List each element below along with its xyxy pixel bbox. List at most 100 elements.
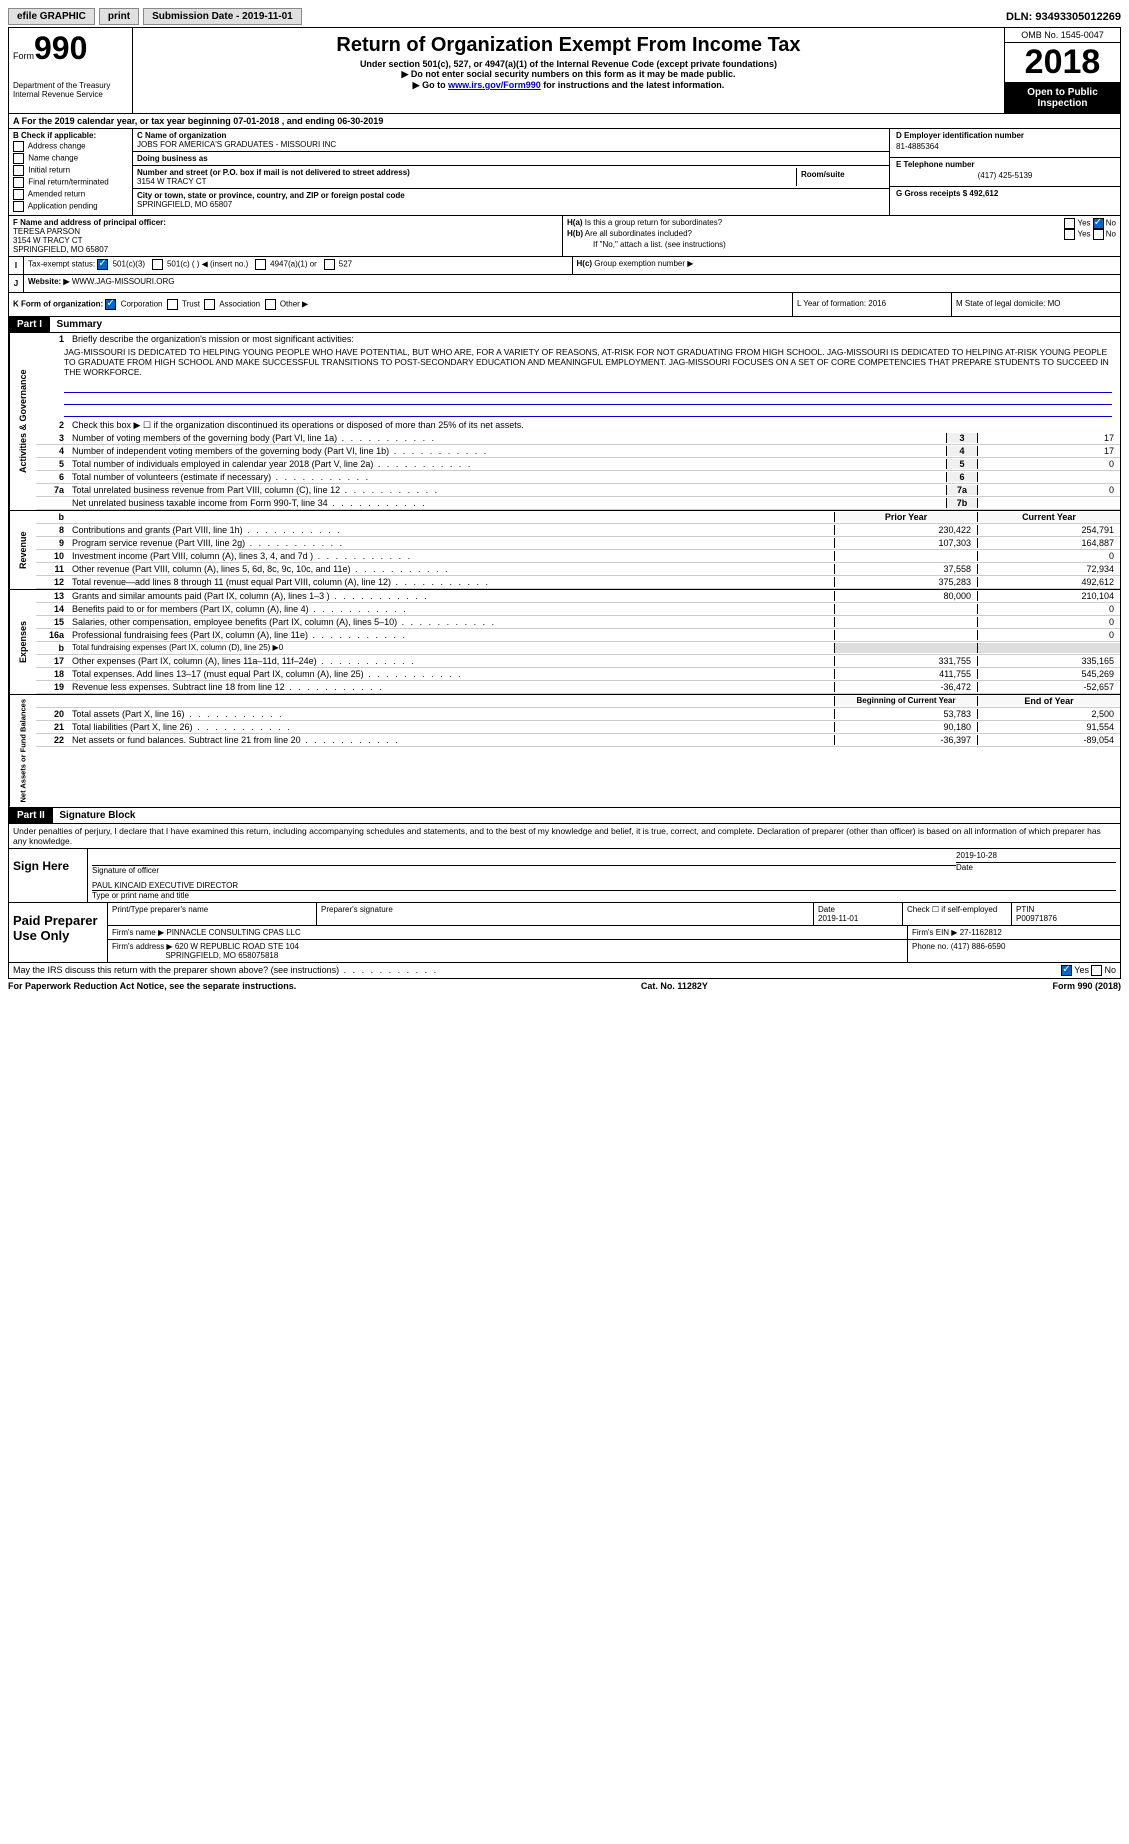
cb-trust[interactable]: [167, 299, 178, 310]
form-center: Return of Organization Exempt From Incom…: [133, 28, 1004, 113]
prior-val: 411,755: [834, 669, 977, 679]
current-year-header: Current Year: [977, 512, 1120, 522]
line-num: 8: [36, 525, 68, 535]
prior-val: -36,472: [834, 682, 977, 692]
cb-label: Name change: [28, 154, 78, 163]
line-text: Net unrelated business taxable income fr…: [68, 498, 946, 508]
ein-value: 81-4885364: [896, 142, 1114, 151]
begin-year-header: Beginning of Current Year: [834, 696, 977, 706]
col-deg: D Employer identification number 81-4885…: [889, 129, 1120, 215]
line-text: Total unrelated business revenue from Pa…: [68, 485, 946, 495]
side-governance: Activities & Governance: [9, 333, 36, 510]
netassets-section: Net Assets or Fund Balances Beginning of…: [8, 695, 1121, 808]
expenses-section: Expenses 13 Grants and similar amounts p…: [8, 590, 1121, 695]
section-h: H(a) Is this a group return for subordin…: [563, 216, 1120, 256]
cb-other[interactable]: [265, 299, 276, 310]
ha-answer: Yes No: [1064, 218, 1116, 229]
firm-ein: 27-1162812: [960, 928, 1002, 937]
opt-501c3: 501(c)(3): [113, 260, 145, 269]
dba-label: Doing business as: [137, 154, 208, 163]
ha-label: H(a): [567, 218, 583, 227]
cb-association[interactable]: [204, 299, 215, 310]
line-2-text: Check this box ▶ ☐ if the organization d…: [68, 420, 1120, 431]
prior-val: [834, 604, 977, 614]
line-val: 17: [978, 446, 1120, 456]
end-year-header: End of Year: [977, 696, 1120, 706]
part2-header: Part II: [9, 808, 53, 823]
cb-4947[interactable]: [255, 259, 266, 270]
cb-application-pending[interactable]: Application pending: [13, 201, 128, 212]
opt-4947: 4947(a)(1) or: [270, 260, 317, 269]
omb-number: OMB No. 1545-0047: [1005, 28, 1120, 43]
line-val-blank: [977, 643, 1120, 653]
line-box: 7a: [946, 485, 978, 495]
irs-link[interactable]: www.irs.gov/Form990: [448, 80, 541, 90]
line-item: 3 Number of voting members of the govern…: [36, 432, 1120, 445]
opt-trust: Trust: [182, 300, 200, 309]
fh-row: F Name and address of principal officer:…: [8, 216, 1121, 257]
line-box: 4: [946, 446, 978, 456]
sign-here-label: Sign Here: [9, 849, 88, 902]
cb-amended-return[interactable]: Amended return: [13, 189, 128, 200]
line-num: 5: [36, 459, 68, 469]
k-label: K Form of organization:: [13, 300, 103, 309]
line-text: Total expenses. Add lines 13–17 (must eq…: [68, 669, 834, 679]
declaration-text: Under penalties of perjury, I declare th…: [8, 824, 1121, 849]
cb-address-change[interactable]: Address change: [13, 141, 128, 152]
firm-ein-label: Firm's EIN ▶: [912, 928, 957, 937]
cb-initial-return[interactable]: Initial return: [13, 165, 128, 176]
section-b-label: B Check if applicable:: [13, 131, 96, 140]
officer-addr: 3154 W TRACY CT: [13, 236, 83, 245]
line-num: 3: [36, 433, 68, 443]
ein-label: D Employer identification number: [896, 131, 1114, 140]
i-label: I: [9, 257, 24, 274]
cb-label: Amended return: [28, 190, 85, 199]
current-val: 210,104: [977, 591, 1120, 601]
prior-year-header: Prior Year: [834, 512, 977, 522]
cb-501c3[interactable]: [97, 259, 108, 270]
part2-header-row: Part II Signature Block: [8, 808, 1121, 824]
sig-date-label: Date: [956, 863, 1116, 872]
current-val: 0: [977, 551, 1120, 561]
prior-val: 331,755: [834, 656, 977, 666]
line-text: Revenue less expenses. Subtract line 18 …: [68, 682, 834, 692]
line-val: [978, 498, 1120, 508]
line-num: 16a: [36, 630, 68, 640]
opt-501c: 501(c) ( ) ◀ (insert no.): [167, 260, 248, 269]
print-button[interactable]: print: [99, 8, 139, 25]
dln-number: DLN: 93493305012269: [1006, 11, 1121, 23]
current-val: -89,054: [977, 735, 1120, 745]
line-box: 5: [946, 459, 978, 469]
line-item: 14 Benefits paid to or for members (Part…: [36, 603, 1120, 616]
firm-addr: 620 W REPUBLIC ROAD STE 104: [175, 942, 299, 951]
line-text: Investment income (Part VIII, column (A)…: [68, 551, 834, 561]
current-val: 0: [977, 630, 1120, 640]
cb-name-change[interactable]: Name change: [13, 153, 128, 164]
footer-row: For Paperwork Reduction Act Notice, see …: [8, 979, 1121, 993]
line-num: 17: [36, 656, 68, 666]
gross-receipts: G Gross receipts $ 492,612: [896, 189, 1114, 198]
line-num: 7a: [36, 485, 68, 495]
blank: [68, 512, 834, 522]
form-number: 990: [34, 30, 87, 66]
line-item: 11 Other revenue (Part VIII, column (A),…: [36, 563, 1120, 576]
cb-527[interactable]: [324, 259, 335, 270]
prep-sig-label: Preparer's signature: [317, 903, 814, 925]
cb-final-return[interactable]: Final return/terminated: [13, 177, 128, 188]
form-header: Form990 Department of the Treasury Inter…: [8, 27, 1121, 114]
line-val-blank: [834, 643, 977, 653]
line-text: Total number of volunteers (estimate if …: [68, 472, 946, 482]
cb-corporation[interactable]: [105, 299, 116, 310]
blank: [36, 696, 68, 706]
opt-527: 527: [339, 260, 352, 269]
hb-text: Are all subordinates included?: [585, 229, 692, 238]
efile-label: efile GRAPHIC: [8, 8, 95, 25]
paid-preparer-label: Paid Preparer Use Only: [9, 903, 108, 962]
current-val: 254,791: [977, 525, 1120, 535]
line-num: 18: [36, 669, 68, 679]
current-val: 2,500: [977, 709, 1120, 719]
line-box: 6: [946, 472, 978, 482]
cb-501c[interactable]: [152, 259, 163, 270]
website-row: J Website: ▶ WWW.JAG-MISSOURI.ORG: [8, 275, 1121, 293]
revenue-section: Revenue b Prior Year Current Year 8 Cont…: [8, 511, 1121, 590]
